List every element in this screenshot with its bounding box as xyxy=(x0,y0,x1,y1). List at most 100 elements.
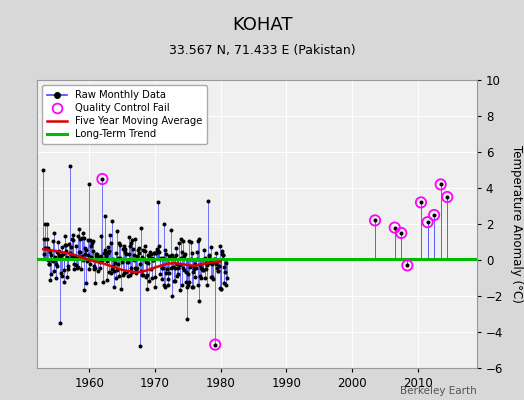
Point xyxy=(171,252,180,259)
Point xyxy=(209,256,217,262)
Point xyxy=(181,279,190,285)
Point xyxy=(102,253,110,260)
Point xyxy=(48,238,57,244)
Point xyxy=(170,255,178,262)
Point xyxy=(199,267,207,273)
Point xyxy=(169,278,178,284)
Point xyxy=(134,250,143,256)
Point xyxy=(147,255,156,261)
Point xyxy=(53,263,62,270)
Point xyxy=(84,237,92,244)
Point xyxy=(43,236,51,242)
Point xyxy=(403,262,411,269)
Point xyxy=(207,274,215,280)
Point xyxy=(81,244,89,251)
Point xyxy=(113,228,122,234)
Point xyxy=(85,181,93,188)
Point xyxy=(54,252,63,258)
Point xyxy=(82,280,91,286)
Point xyxy=(103,258,111,264)
Point xyxy=(176,262,184,268)
Point xyxy=(197,275,205,281)
Point xyxy=(443,194,452,200)
Point xyxy=(48,257,56,263)
Point xyxy=(190,263,198,269)
Point xyxy=(213,265,221,272)
Point xyxy=(61,242,70,248)
Point xyxy=(45,260,53,267)
Point xyxy=(436,181,445,188)
Y-axis label: Temperature Anomaly (°C): Temperature Anomaly (°C) xyxy=(510,145,523,303)
Point xyxy=(152,247,161,254)
Point xyxy=(423,219,432,225)
Point xyxy=(90,263,99,269)
Point xyxy=(67,251,75,257)
Point xyxy=(96,253,105,259)
Point xyxy=(192,256,201,263)
Point xyxy=(58,273,67,279)
Point xyxy=(92,253,100,260)
Point xyxy=(159,221,168,227)
Point xyxy=(65,241,73,247)
Point xyxy=(97,233,105,239)
Point xyxy=(140,255,148,262)
Point xyxy=(133,252,141,259)
Point xyxy=(115,240,123,246)
Point xyxy=(208,274,216,280)
Point xyxy=(371,217,379,224)
Point xyxy=(79,230,88,237)
Point xyxy=(127,265,135,271)
Point xyxy=(67,243,75,250)
Point xyxy=(211,342,220,348)
Point xyxy=(120,242,128,249)
Point xyxy=(74,233,82,240)
Text: KOHAT: KOHAT xyxy=(232,16,292,34)
Point xyxy=(81,250,90,257)
Point xyxy=(69,236,78,243)
Point xyxy=(98,176,106,182)
Point xyxy=(423,219,432,225)
Point xyxy=(136,343,144,350)
Point xyxy=(216,286,225,292)
Point xyxy=(174,271,183,277)
Point xyxy=(164,276,172,282)
Point xyxy=(177,236,185,242)
Point xyxy=(188,250,196,256)
Point xyxy=(126,272,134,278)
Point xyxy=(49,258,57,264)
Point xyxy=(163,266,171,273)
Point xyxy=(64,266,72,272)
Point xyxy=(51,254,60,260)
Point xyxy=(170,278,179,284)
Point xyxy=(172,273,181,280)
Point xyxy=(168,252,176,258)
Point xyxy=(397,230,406,236)
Point xyxy=(208,260,216,267)
Point xyxy=(187,256,195,262)
Point xyxy=(116,255,124,262)
Point xyxy=(73,265,81,271)
Point xyxy=(200,247,208,253)
Point xyxy=(185,279,193,285)
Point xyxy=(390,224,399,231)
Point xyxy=(172,244,180,251)
Point xyxy=(202,266,210,272)
Point xyxy=(178,282,187,288)
Point xyxy=(205,260,214,266)
Point xyxy=(39,167,48,173)
Point xyxy=(160,282,168,288)
Point xyxy=(61,233,69,239)
Point xyxy=(57,270,66,276)
Point xyxy=(217,248,226,254)
Point xyxy=(217,286,225,292)
Point xyxy=(167,265,175,271)
Point xyxy=(443,194,452,200)
Point xyxy=(72,255,81,261)
Point xyxy=(101,247,109,253)
Point xyxy=(121,246,129,253)
Point xyxy=(42,221,51,228)
Point xyxy=(206,258,214,264)
Point xyxy=(57,252,65,258)
Point xyxy=(117,285,125,292)
Point xyxy=(179,238,188,245)
